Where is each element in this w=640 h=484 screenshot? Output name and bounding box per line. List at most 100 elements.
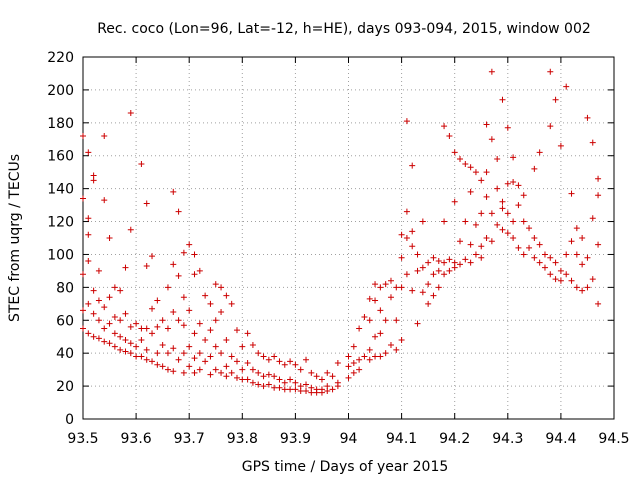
data-point: [441, 123, 448, 130]
data-point: [435, 258, 442, 265]
data-point: [138, 160, 145, 167]
data-point: [398, 337, 405, 344]
data-point: [398, 231, 405, 238]
data-point: [494, 185, 501, 192]
data-point: [520, 192, 527, 199]
data-point: [308, 369, 315, 376]
data-point: [297, 366, 304, 373]
data-point: [435, 267, 442, 274]
data-point: [154, 361, 161, 368]
x-tick-label: 93.9: [280, 431, 311, 447]
data-point: [573, 284, 580, 291]
data-point: [356, 366, 363, 373]
data-point: [552, 276, 559, 283]
data-point: [557, 267, 564, 274]
data-point: [324, 369, 331, 376]
data-point: [122, 264, 129, 271]
data-point: [287, 386, 294, 393]
data-point: [271, 373, 278, 380]
data-point: [95, 317, 102, 324]
data-point: [207, 353, 214, 360]
data-point: [287, 376, 294, 383]
data-point: [589, 139, 596, 146]
data-point: [239, 376, 246, 383]
data-point: [212, 366, 219, 373]
data-point: [164, 366, 171, 373]
data-point: [303, 381, 310, 388]
data-point: [85, 300, 92, 307]
data-point: [170, 368, 177, 375]
x-tick-label: 93.7: [174, 431, 205, 447]
data-point: [122, 348, 129, 355]
data-point: [430, 292, 437, 299]
data-point: [244, 360, 251, 367]
data-point: [191, 369, 198, 376]
data-point: [419, 289, 426, 296]
data-point: [329, 386, 336, 393]
x-tick-label: 94.5: [598, 431, 629, 447]
data-point: [196, 320, 203, 327]
data-point: [403, 271, 410, 278]
data-point: [313, 373, 320, 380]
data-point: [510, 235, 517, 241]
x-tick-label: 94.1: [386, 431, 417, 447]
data-point: [419, 218, 426, 225]
data-point: [127, 340, 134, 347]
y-tick-label: 180: [47, 116, 74, 132]
data-point: [138, 337, 145, 344]
data-point: [547, 68, 554, 75]
data-point: [80, 307, 86, 314]
data-points: [80, 68, 602, 396]
data-point: [292, 361, 299, 368]
data-point: [191, 330, 198, 337]
data-point: [350, 360, 357, 367]
data-point: [244, 376, 251, 383]
data-point: [212, 317, 219, 324]
data-point: [255, 369, 262, 376]
data-point: [218, 284, 225, 291]
data-point: [403, 208, 410, 215]
data-point: [499, 226, 506, 233]
data-point: [133, 343, 140, 350]
data-point: [90, 333, 97, 340]
y-tick-label: 120: [47, 215, 74, 231]
data-point: [154, 323, 161, 330]
data-point: [563, 83, 570, 90]
data-point: [159, 317, 166, 324]
data-point: [127, 109, 134, 116]
data-point: [196, 267, 203, 274]
data-point: [175, 356, 182, 363]
data-point: [127, 350, 134, 357]
data-point: [589, 276, 596, 283]
data-point: [191, 251, 198, 258]
data-point: [212, 343, 219, 350]
data-point: [191, 355, 198, 362]
data-point: [536, 149, 543, 156]
data-point: [212, 281, 219, 288]
data-point: [377, 307, 384, 314]
data-point: [504, 230, 511, 237]
data-point: [265, 371, 272, 378]
data-point: [488, 68, 495, 75]
data-point: [377, 330, 384, 337]
data-point: [202, 358, 209, 365]
data-point: [595, 192, 602, 199]
data-point: [149, 305, 156, 312]
data-point: [515, 244, 522, 251]
data-point: [526, 225, 533, 232]
data-point: [218, 309, 225, 316]
data-point: [249, 341, 256, 348]
data-point: [180, 350, 187, 357]
data-point: [85, 258, 92, 265]
data-point: [552, 96, 559, 103]
data-point: [143, 356, 150, 363]
data-point: [488, 238, 495, 245]
data-point: [133, 320, 140, 327]
data-point: [472, 169, 479, 176]
data-point: [186, 343, 193, 350]
data-point: [271, 353, 278, 360]
data-point: [595, 300, 602, 307]
data-point: [276, 358, 283, 365]
data-point: [111, 330, 118, 337]
